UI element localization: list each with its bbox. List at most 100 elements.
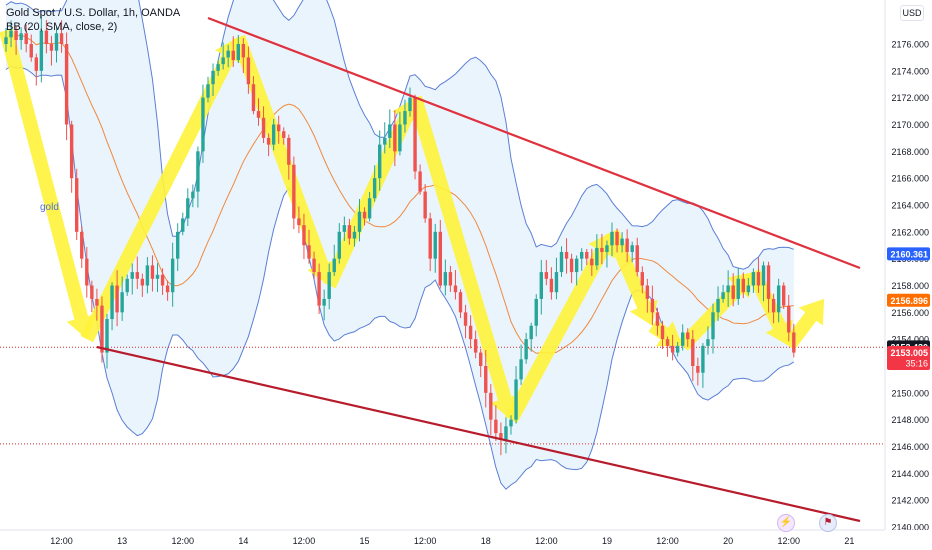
candle xyxy=(201,97,205,152)
candle xyxy=(600,247,604,252)
candle xyxy=(271,124,276,145)
candle xyxy=(585,251,589,259)
candle xyxy=(782,285,786,306)
candle xyxy=(746,285,751,293)
candle xyxy=(140,278,145,286)
candle xyxy=(620,238,624,246)
candle xyxy=(489,392,493,420)
candle xyxy=(494,419,498,434)
candle xyxy=(574,258,579,273)
candle xyxy=(554,272,559,293)
candle xyxy=(282,131,286,138)
candle xyxy=(327,272,331,299)
candle xyxy=(423,191,427,219)
bb-upper-line xyxy=(5,0,794,270)
time-tick-label: 21 xyxy=(844,536,854,546)
trend-arrow-shape xyxy=(605,229,658,326)
candle xyxy=(292,164,296,219)
candle xyxy=(54,33,59,51)
candle xyxy=(645,285,650,299)
candle xyxy=(529,325,533,340)
candle xyxy=(792,332,796,353)
candle xyxy=(49,44,54,51)
candle xyxy=(80,231,84,259)
candle xyxy=(317,272,321,306)
candle xyxy=(160,274,165,286)
trend-arrow-shape xyxy=(504,231,615,423)
price-tick-label: 2154.000 xyxy=(891,335,929,345)
gold-annotation: gold xyxy=(40,202,59,213)
candle xyxy=(241,44,246,58)
candle xyxy=(196,151,200,192)
trend-arrow-shape xyxy=(408,95,520,420)
candle xyxy=(105,319,109,353)
candle xyxy=(90,285,94,299)
candle xyxy=(544,272,549,279)
lightning-icon[interactable]: ⚡ xyxy=(777,514,795,532)
candle xyxy=(771,298,776,313)
price-tick-label: 2158.000 xyxy=(891,281,929,291)
candle xyxy=(337,231,341,259)
candle xyxy=(635,245,639,273)
candle xyxy=(216,64,220,71)
candle xyxy=(418,171,422,192)
bb-upper-price-tag: 2160.361 xyxy=(890,249,928,259)
candle xyxy=(85,258,89,286)
candle xyxy=(559,251,564,273)
indicator-title: BB (20, SMA, close, 2) xyxy=(6,21,118,33)
candle xyxy=(352,231,357,239)
candle xyxy=(701,345,705,373)
candle xyxy=(155,274,160,279)
candle xyxy=(231,50,235,61)
time-axis-bg xyxy=(0,530,932,550)
candle xyxy=(357,211,362,232)
price-tick-label: 2172.000 xyxy=(891,93,929,103)
time-tick-label: 15 xyxy=(360,536,370,546)
candle xyxy=(44,30,49,44)
price-tick-label: 2150.000 xyxy=(891,388,929,398)
candle xyxy=(246,57,251,85)
time-tick-label: 14 xyxy=(238,536,248,546)
time-tick-label: 12:00 xyxy=(414,536,437,546)
candle xyxy=(297,218,301,226)
candle xyxy=(499,433,503,440)
candle xyxy=(266,137,271,145)
trend-arrow xyxy=(605,229,658,326)
currency-button[interactable]: USD xyxy=(900,5,924,21)
candle xyxy=(660,325,665,340)
trend-arrow xyxy=(504,231,615,423)
candle xyxy=(130,272,134,279)
candle xyxy=(287,137,291,165)
bb-upper-price-tag-bg xyxy=(887,247,930,261)
candle xyxy=(595,247,599,266)
candle xyxy=(696,366,700,373)
last-price-tag-bg xyxy=(887,346,930,371)
candle xyxy=(367,198,372,219)
candle xyxy=(100,305,104,353)
candle xyxy=(186,198,190,219)
us-flag-icon[interactable]: ⚑ xyxy=(819,514,837,532)
candle xyxy=(110,285,114,320)
candle xyxy=(675,345,680,353)
candle xyxy=(514,379,518,420)
candle xyxy=(206,84,210,98)
candle xyxy=(150,265,155,279)
candle xyxy=(670,345,675,353)
candle xyxy=(504,426,508,440)
candle xyxy=(383,137,387,145)
candle xyxy=(64,44,69,125)
candle xyxy=(372,178,377,199)
candle xyxy=(302,225,306,246)
candle xyxy=(756,272,761,286)
time-tick-label: 13 xyxy=(117,536,127,546)
price-tick-label: 2148.000 xyxy=(891,415,929,425)
candle xyxy=(731,285,735,299)
candle xyxy=(776,285,781,313)
candle xyxy=(19,33,23,40)
candle xyxy=(75,178,79,232)
candle xyxy=(539,272,543,299)
candle xyxy=(590,258,594,266)
candle xyxy=(145,265,150,286)
candle xyxy=(322,298,326,306)
